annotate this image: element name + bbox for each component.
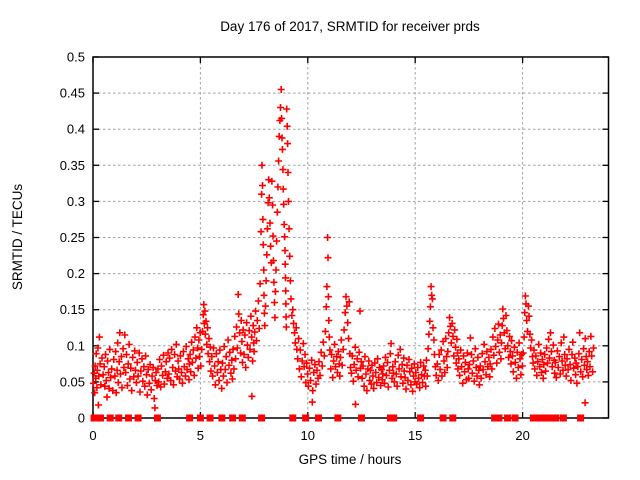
y-tick-label: 0	[78, 411, 85, 426]
y-tick-label: 0.1	[67, 338, 85, 353]
zero-marker-square	[106, 414, 114, 422]
scatter-plus-markers	[89, 86, 597, 412]
zero-marker-square	[206, 414, 214, 422]
y-tick-label: 0.4	[67, 122, 85, 137]
zero-marker-square	[302, 414, 310, 422]
zero-marker-square	[97, 414, 105, 422]
zero-marker-square	[559, 414, 567, 422]
x-tick-label: 5	[197, 428, 204, 443]
zero-marker-square	[90, 414, 98, 422]
x-tick-label: 15	[408, 428, 422, 443]
y-tick-label: 0.25	[60, 230, 85, 245]
zero-marker-square	[134, 414, 142, 422]
y-tick-label: 0.45	[60, 86, 85, 101]
zero-marker-square	[357, 414, 365, 422]
zero-marker-square	[229, 414, 237, 422]
x-tick-labels: 0 5 10 15 20	[89, 428, 529, 443]
x-tick-label: 20	[515, 428, 529, 443]
zero-marker-square	[315, 414, 323, 422]
zero-marker-square	[390, 414, 398, 422]
zero-marker-square	[196, 414, 204, 422]
y-tick-labels: 0 0.05 0.1 0.15 0.2 0.25 0.3 0.35 0.4 0.45 0.5	[60, 50, 85, 426]
zero-marker-square	[439, 414, 447, 422]
zero-marker-square	[552, 414, 560, 422]
y-tick-label: 0.35	[60, 158, 85, 173]
zero-marker-square	[218, 414, 226, 422]
zero-marker-square	[238, 414, 246, 422]
chart-title: Day 176 of 2017, SRMTID for receiver prd…	[220, 19, 480, 34]
y-tick-label: 0.05	[60, 374, 85, 389]
zero-marker-square	[115, 414, 123, 422]
zero-marker-square	[417, 414, 425, 422]
zero-marker-square	[186, 414, 194, 422]
zero-marker-square	[536, 414, 544, 422]
zero-marker-square	[124, 414, 132, 422]
zero-marker-square	[511, 414, 519, 422]
zero-marker-square	[289, 414, 297, 422]
zero-markers	[90, 414, 585, 422]
zero-marker-square	[540, 414, 548, 422]
zero-marker-square	[334, 414, 342, 422]
x-tick-label: 0	[89, 428, 96, 443]
x-tick-label: 10	[301, 428, 315, 443]
y-tick-label: 0.3	[67, 194, 85, 209]
x-axis-label: GPS time / hours	[299, 452, 402, 467]
zero-marker-square	[449, 414, 457, 422]
zero-marker-square	[153, 414, 161, 422]
zero-marker-square	[495, 414, 503, 422]
y-tick-label: 0.15	[60, 302, 85, 317]
zero-marker-square	[258, 414, 266, 422]
y-axis-label: SRMTID / TECUs	[10, 184, 25, 291]
scatter-points	[89, 86, 597, 412]
zero-marker-square	[491, 414, 499, 422]
y-tick-label: 0.2	[67, 266, 85, 281]
zero-marker-square	[577, 414, 585, 422]
zero-marker-square	[504, 414, 512, 422]
y-tick-label: 0.5	[67, 50, 85, 65]
zero-marker-square	[545, 414, 553, 422]
